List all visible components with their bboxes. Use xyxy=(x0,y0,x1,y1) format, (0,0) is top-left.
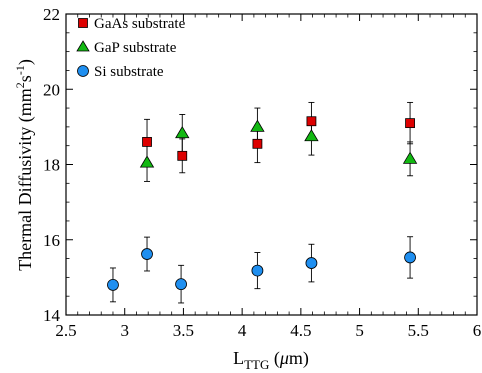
x-tick-label: 6 xyxy=(473,321,482,340)
data-point-si xyxy=(251,264,264,277)
y-tick-label: 18 xyxy=(43,156,60,175)
data-point-si xyxy=(175,278,187,291)
legend-label-si: Si substrate xyxy=(94,64,164,80)
legend-marker-gap xyxy=(76,40,90,52)
y-tick-label: 20 xyxy=(43,80,60,99)
data-point-gap xyxy=(250,119,265,132)
y-axis-label: Thermal Diffusivity (mm2s-1) xyxy=(13,59,36,271)
legend-marker-si xyxy=(77,65,89,77)
axis-tick-labels: 2.5 3 3.5 4 4.5 5 5.5 6 14 16 18 20 22 xyxy=(43,5,481,340)
data-point-si xyxy=(107,278,119,291)
y-tick-label: 16 xyxy=(43,231,60,250)
data-point-gap xyxy=(175,125,190,139)
legend-marker-gaas xyxy=(78,18,88,28)
x-tick-label: 3 xyxy=(120,321,129,340)
data-point-si xyxy=(404,251,416,264)
y-tick-label: 14 xyxy=(43,306,61,325)
data-point-gaas xyxy=(405,118,415,129)
x-tick-label: 5 xyxy=(355,321,364,340)
data-point-gaas xyxy=(252,138,263,149)
x-tick-label: 5.5 xyxy=(408,321,429,340)
data-point-si xyxy=(141,248,153,260)
x-tick-label: 4.5 xyxy=(290,321,311,340)
data-point-gaas xyxy=(177,150,188,161)
legend: GaAs substrate GaP substrate Si substrat… xyxy=(76,16,186,80)
x-axis-label: LTTG (μm) xyxy=(233,348,309,372)
x-tick-label: 4 xyxy=(238,321,247,340)
data-point-gap xyxy=(402,151,418,164)
legend-label-gap: GaP substrate xyxy=(94,40,177,56)
data-point-gap xyxy=(304,128,319,142)
plot-frame xyxy=(65,13,478,316)
x-tick-label: 3.5 xyxy=(173,321,194,340)
x-tick-label: 2.5 xyxy=(55,321,76,340)
data-points xyxy=(107,116,418,291)
data-point-si xyxy=(305,257,318,269)
y-tick-label: 22 xyxy=(43,5,60,24)
axis-ticks xyxy=(65,13,478,316)
data-point-gaas xyxy=(306,116,317,127)
data-point-gaas xyxy=(142,137,152,147)
data-point-gap xyxy=(139,155,155,168)
legend-label-gaas: GaAs substrate xyxy=(94,16,186,32)
